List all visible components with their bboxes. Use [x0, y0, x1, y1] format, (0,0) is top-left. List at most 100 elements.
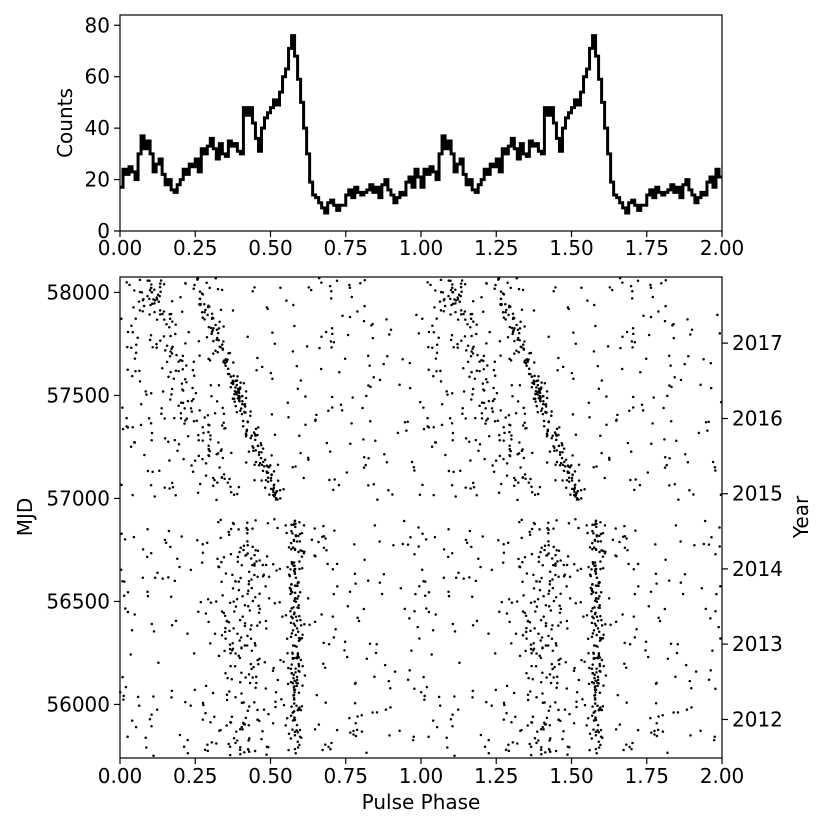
arrival-point — [207, 620, 210, 624]
arrival-point — [253, 573, 256, 577]
arrival-point — [204, 308, 207, 312]
arrival-point — [240, 671, 243, 675]
arrival-point — [223, 649, 226, 653]
arrival-point — [186, 399, 190, 403]
arrival-point — [596, 675, 600, 679]
arrival-point — [376, 498, 379, 501]
arrival-point — [294, 633, 297, 637]
arrival-point — [198, 297, 202, 301]
arrival-point — [177, 369, 180, 373]
arrival-point — [159, 339, 162, 342]
arrival-point — [597, 630, 601, 633]
arrival-point — [270, 473, 273, 477]
arrival-point — [651, 422, 654, 425]
arrival-point — [631, 395, 635, 399]
arrival-point — [414, 592, 417, 596]
arrival-point — [325, 441, 329, 445]
arrival-point — [132, 306, 135, 309]
arrival-point — [144, 736, 147, 740]
arrival-point — [226, 367, 230, 371]
arrival-point — [423, 594, 427, 598]
arrival-point — [504, 318, 507, 321]
arrival-point — [360, 730, 364, 733]
arrival-point — [251, 290, 254, 293]
arrival-point — [398, 729, 401, 733]
arrival-point — [552, 563, 555, 567]
arrival-point — [150, 431, 154, 435]
arrival-point — [308, 623, 311, 627]
arrival-point — [250, 624, 253, 627]
arrival-point — [241, 615, 244, 618]
arrival-point — [542, 595, 545, 598]
arrival-point — [471, 387, 475, 391]
arrival-point — [469, 354, 473, 358]
arrival-point — [353, 702, 357, 705]
arrival-point — [150, 713, 153, 716]
arrival-point — [540, 409, 543, 413]
arrival-point — [450, 551, 454, 555]
arrival-point — [148, 313, 151, 316]
arrival-point — [299, 379, 303, 382]
arrival-point — [594, 591, 598, 595]
arrival-point — [224, 357, 228, 361]
arrival-point — [706, 429, 709, 432]
arrival-point — [285, 637, 289, 641]
arrival-point — [591, 632, 595, 635]
arrival-point — [456, 298, 460, 301]
arrival-point — [315, 413, 318, 417]
arrival-point — [459, 309, 463, 312]
arrival-point — [320, 335, 323, 339]
arrival-point — [570, 371, 574, 375]
arrival-point — [211, 691, 215, 695]
arrival-point — [346, 333, 350, 337]
arrival-point — [484, 377, 488, 381]
arrival-point — [510, 601, 514, 604]
arrival-point — [693, 543, 696, 547]
arrival-point — [125, 281, 128, 284]
arrival-point — [183, 377, 187, 381]
arrival-point — [336, 585, 339, 588]
arrival-point — [540, 407, 544, 410]
arrival-point — [481, 310, 485, 313]
arrival-point — [554, 564, 557, 567]
arrival-point — [459, 313, 463, 316]
arrival-point — [222, 473, 226, 476]
arrival-point — [165, 344, 169, 348]
arrival-point — [257, 611, 261, 615]
arrival-point — [253, 749, 257, 753]
arrival-point — [439, 309, 443, 312]
arrival-point — [240, 692, 243, 695]
arrival-point — [298, 434, 301, 438]
arrival-point — [207, 325, 211, 329]
bottom-phase-panel: 0.00 0.25 0.50 0.75 1.00 1.25 1.50 1.75 2.005600… — [13, 276, 813, 814]
arrival-point — [532, 642, 535, 645]
arrival-point — [439, 290, 443, 294]
arrival-point — [181, 401, 185, 405]
arrival-point — [365, 751, 368, 754]
arrival-point — [514, 632, 518, 636]
top-x-tick-label: 0.00 — [98, 236, 143, 260]
arrival-point — [523, 412, 527, 416]
arrival-point — [442, 310, 445, 313]
arrival-point — [255, 681, 258, 685]
arrival-point — [585, 524, 588, 527]
arrival-point — [247, 673, 251, 676]
arrival-point — [233, 664, 237, 668]
arrival-point — [713, 465, 717, 469]
arrival-point — [348, 283, 351, 287]
arrival-point — [547, 420, 550, 423]
arrival-point — [508, 447, 512, 451]
arrival-point — [148, 288, 152, 292]
arrival-point — [322, 534, 326, 538]
arrival-point — [625, 743, 628, 746]
arrival-point — [235, 410, 239, 414]
arrival-point — [209, 383, 213, 387]
arrival-point — [598, 603, 601, 607]
arrival-point — [529, 629, 532, 633]
arrival-point — [518, 441, 521, 444]
arrival-point — [293, 567, 297, 571]
arrival-point — [586, 299, 589, 302]
arrival-point — [306, 456, 310, 460]
year-tick-label: 2014 — [732, 557, 783, 581]
arrival-point — [159, 279, 163, 282]
